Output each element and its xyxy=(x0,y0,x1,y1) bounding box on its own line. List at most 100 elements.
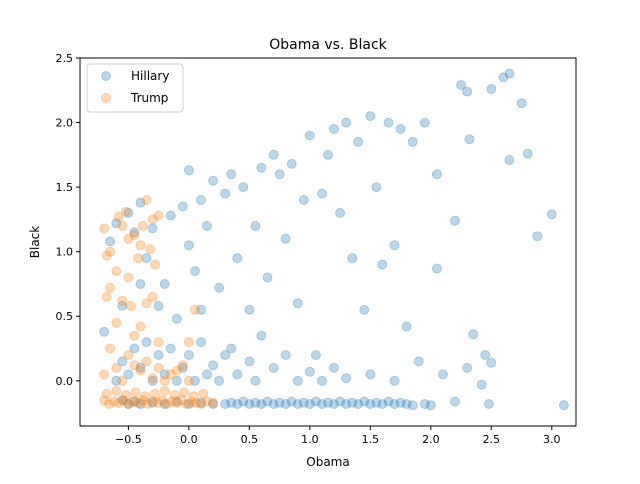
data-point-hillary-156 xyxy=(558,400,569,411)
data-point-hillary-17 xyxy=(189,266,200,277)
data-point-hillary-47 xyxy=(365,111,376,122)
data-point-trump-77 xyxy=(188,391,199,402)
data-point-trump-25 xyxy=(141,298,152,309)
data-point-trump-51 xyxy=(128,396,139,407)
data-point-hillary-51 xyxy=(389,240,400,251)
data-point-hillary-131 xyxy=(286,396,297,407)
data-point-hillary-155 xyxy=(483,399,494,409)
y-tick-label: 2.5 xyxy=(56,52,74,65)
data-point-hillary-105 xyxy=(413,356,424,367)
plot-frame xyxy=(79,57,577,427)
data-point-trump-48 xyxy=(113,397,124,408)
data-point-hillary-72 xyxy=(111,375,122,386)
data-point-hillary-20 xyxy=(202,220,212,231)
data-point-hillary-98 xyxy=(292,375,303,386)
data-point-hillary-95 xyxy=(256,330,267,341)
data-point-hillary-121 xyxy=(226,397,237,408)
data-point-hillary-116 xyxy=(171,396,182,407)
data-point-hillary-132 xyxy=(292,399,303,409)
data-point-trump-14 xyxy=(145,244,156,255)
data-point-hillary-67 xyxy=(504,155,515,165)
data-point-hillary-75 xyxy=(129,343,140,354)
data-point-hillary-15 xyxy=(183,165,194,176)
x-axis-label: Obama xyxy=(306,455,349,469)
data-point-trump-31 xyxy=(105,343,116,354)
data-point-hillary-151 xyxy=(407,400,418,411)
data-point-trump-21 xyxy=(117,295,128,306)
data-point-trump-40 xyxy=(159,375,170,386)
x-tick-label: 1.0 xyxy=(301,433,319,446)
data-point-hillary-119 xyxy=(208,399,219,409)
data-point-hillary-150 xyxy=(401,399,412,409)
data-point-hillary-142 xyxy=(353,399,364,409)
data-point-hillary-38 xyxy=(310,350,321,360)
data-point-hillary-153 xyxy=(425,400,436,411)
data-point-hillary-3 xyxy=(117,300,128,311)
data-point-hillary-45 xyxy=(353,136,364,147)
data-point-hillary-24 xyxy=(226,169,237,180)
legend-label-hillary: Hillary xyxy=(131,69,169,83)
data-point-hillary-122 xyxy=(232,399,243,409)
data-point-hillary-133 xyxy=(298,397,309,408)
data-point-hillary-130 xyxy=(280,399,291,409)
data-point-hillary-11 xyxy=(159,279,170,289)
data-point-hillary-79 xyxy=(153,350,164,360)
data-point-hillary-68 xyxy=(516,98,527,109)
data-point-hillary-10 xyxy=(153,300,164,311)
data-point-trump-42 xyxy=(171,365,182,376)
data-point-hillary-136 xyxy=(317,399,327,409)
data-point-trump-9 xyxy=(129,229,140,240)
data-point-trump-12 xyxy=(137,220,148,231)
y-tick-label: 2.0 xyxy=(56,117,74,130)
data-point-hillary-40 xyxy=(323,149,333,160)
data-point-hillary-66 xyxy=(504,68,515,79)
data-point-trump-7 xyxy=(123,233,134,244)
data-point-hillary-138 xyxy=(329,399,339,409)
data-point-hillary-89 xyxy=(214,375,225,386)
data-point-hillary-27 xyxy=(244,304,255,315)
data-point-trump-64 xyxy=(191,397,202,408)
data-point-hillary-86 xyxy=(196,337,206,348)
data-point-hillary-106 xyxy=(437,369,448,380)
data-point-trump-5 xyxy=(117,220,128,231)
data-point-trump-26 xyxy=(147,291,158,302)
data-point-hillary-81 xyxy=(165,343,176,354)
data-point-hillary-60 xyxy=(462,86,473,97)
data-point-hillary-135 xyxy=(310,396,321,407)
data-point-hillary-26 xyxy=(238,182,249,193)
x-tick-label: 0.5 xyxy=(241,433,259,446)
data-point-hillary-16 xyxy=(183,240,194,251)
data-point-trump-49 xyxy=(118,395,129,406)
legend: Hillary Trump xyxy=(86,63,184,113)
data-point-hillary-31 xyxy=(268,149,279,160)
data-point-hillary-65 xyxy=(498,72,509,83)
data-point-hillary-114 xyxy=(147,397,158,408)
data-point-hillary-41 xyxy=(329,124,339,134)
data-point-hillary-83 xyxy=(177,362,188,373)
data-point-hillary-117 xyxy=(183,399,194,409)
data-point-hillary-32 xyxy=(274,169,285,180)
data-point-hillary-62 xyxy=(468,329,479,340)
y-axis-label: Black xyxy=(28,226,42,259)
data-point-trump-59 xyxy=(166,396,177,407)
data-point-trump-3 xyxy=(111,266,122,277)
data-point-hillary-87 xyxy=(202,369,212,380)
data-point-hillary-129 xyxy=(274,397,285,408)
data-point-trump-68 xyxy=(101,388,112,399)
data-point-trump-78 xyxy=(198,388,209,399)
data-point-trump-33 xyxy=(117,375,128,386)
data-point-hillary-30 xyxy=(262,272,273,283)
y-axis-ticks: 0.0 0.5 1.0 1.5 2.0 2.5 xyxy=(56,52,80,388)
data-point-hillary-113 xyxy=(135,399,146,409)
data-point-trump-58 xyxy=(162,399,173,409)
data-point-trump-18 xyxy=(101,291,112,302)
data-point-hillary-80 xyxy=(159,369,170,380)
data-point-trump-6 xyxy=(121,206,131,217)
data-point-hillary-21 xyxy=(208,175,219,186)
data-point-hillary-103 xyxy=(365,369,376,380)
data-point-hillary-154 xyxy=(450,396,460,407)
data-point-trump-17 xyxy=(153,210,164,221)
data-point-hillary-127 xyxy=(262,396,273,407)
data-point-hillary-37 xyxy=(304,130,315,141)
data-point-trump-39 xyxy=(153,362,164,373)
